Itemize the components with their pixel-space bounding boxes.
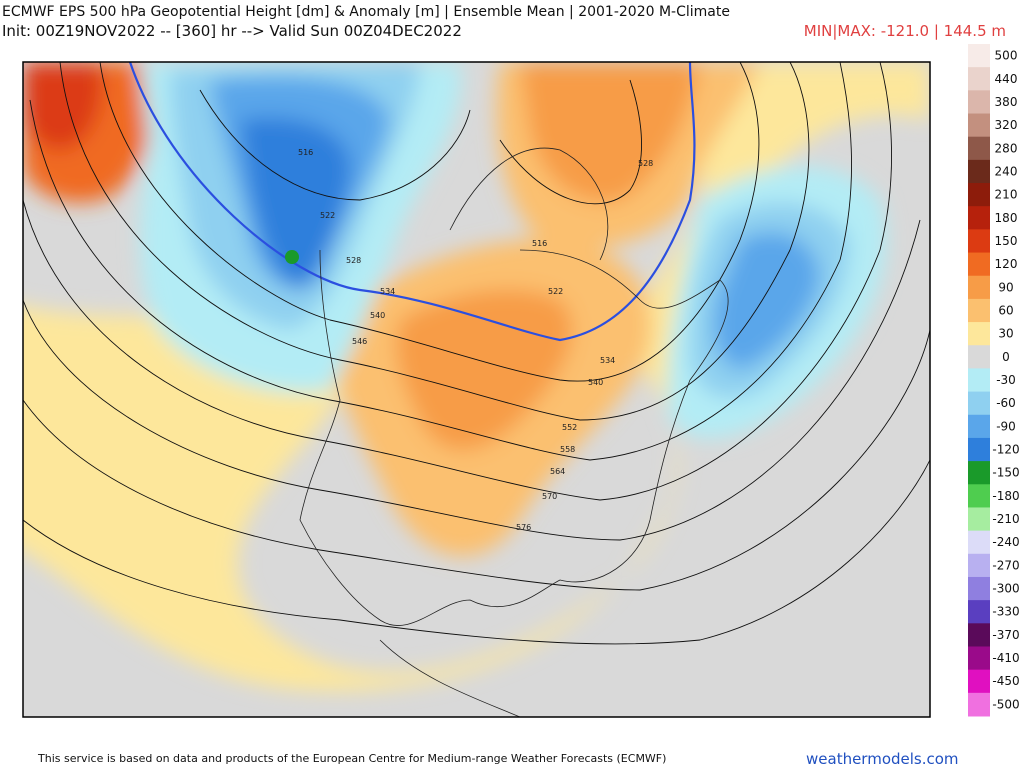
colorbar-label: 180 xyxy=(995,211,1018,225)
colorbar-label: -270 xyxy=(992,558,1019,572)
subtitle: Init: 00Z19NOV2022 -- [360] hr --> Valid… xyxy=(2,22,462,40)
colorbar-label: 500 xyxy=(995,49,1018,63)
min-max: MIN|MAX: -121.0 | 144.5 m xyxy=(803,22,1006,40)
colorbar: 500 440 380 320 280 240 210 180 150 120 90 60 30 0 -30… xyxy=(968,44,1020,717)
colorbar-swatch xyxy=(968,368,990,393)
colorbar-label: 440 xyxy=(995,72,1018,86)
colorbar-label: -150 xyxy=(992,466,1019,480)
anomaly-field: 516 522 528 534 540 546 552 558 564 570 … xyxy=(23,62,930,717)
colorbar-swatch xyxy=(968,669,990,694)
colorbar-swatch xyxy=(968,298,990,323)
contour-label: 516 xyxy=(532,239,547,248)
colorbar-swatch xyxy=(968,437,990,462)
colorbar-label: 150 xyxy=(995,234,1018,248)
contour-label: 576 xyxy=(516,523,531,532)
site-link[interactable]: weathermodels.com xyxy=(806,750,959,768)
colorbar-label: -90 xyxy=(996,419,1016,433)
colorbar-swatch xyxy=(968,600,990,624)
colorbar-label: 30 xyxy=(998,327,1013,341)
map-frame xyxy=(22,61,931,718)
colorbar-swatch xyxy=(968,229,990,254)
colorbar-label: 60 xyxy=(998,303,1013,317)
contour-label: 552 xyxy=(562,423,577,432)
colorbar-label: 240 xyxy=(995,164,1018,178)
minimum-marker xyxy=(285,250,299,264)
contour-label: 534 xyxy=(600,356,615,365)
colorbar-label: -30 xyxy=(996,373,1016,387)
colorbar-label: -450 xyxy=(992,674,1019,688)
contour-label: 534 xyxy=(380,287,395,296)
colorbar-label: -210 xyxy=(992,512,1019,526)
colorbar-label: 280 xyxy=(995,141,1018,155)
colorbar-swatch xyxy=(968,322,990,346)
colorbar-swatch xyxy=(968,113,990,138)
contour-label: 516 xyxy=(298,148,313,157)
colorbar-label: 380 xyxy=(995,95,1018,109)
colorbar-label: 90 xyxy=(998,280,1013,294)
colorbar-swatch xyxy=(968,44,990,68)
coastlines xyxy=(299,147,729,717)
colorbar-swatch xyxy=(968,183,990,207)
colorbar-swatch xyxy=(968,623,990,647)
colorbar-label: -120 xyxy=(992,443,1019,457)
colorbar-label: 0 xyxy=(1002,350,1010,364)
colorbar-swatch xyxy=(968,530,990,555)
colorbar-label: 120 xyxy=(995,257,1018,271)
colorbar-label: -370 xyxy=(992,628,1019,642)
contour-label: 540 xyxy=(370,311,385,320)
contour-label: 528 xyxy=(346,256,361,265)
colorbar-swatch xyxy=(968,345,990,369)
contour-label: 546 xyxy=(352,337,367,346)
colorbar-swatch xyxy=(968,159,990,184)
colorbar-label: -60 xyxy=(996,396,1016,410)
contour-labels: 516 522 528 534 540 546 552 558 564 570 … xyxy=(298,148,653,532)
colorbar-swatch xyxy=(968,414,990,439)
colorbar-label: -180 xyxy=(992,489,1019,503)
colorbar-swatch xyxy=(968,206,990,230)
colorbar-swatch xyxy=(968,90,990,115)
colorbar-label: -500 xyxy=(992,697,1019,711)
contour-label: 564 xyxy=(550,467,565,476)
colorbar-swatch xyxy=(968,67,990,91)
contour-label: 522 xyxy=(320,211,335,220)
colorbar-label: 210 xyxy=(995,188,1018,202)
colorbar-label: -330 xyxy=(992,605,1019,619)
contour-label: 522 xyxy=(548,287,563,296)
title: ECMWF EPS 500 hPa Geopotential Height [d… xyxy=(2,4,730,20)
colorbar-label: 320 xyxy=(995,118,1018,132)
colorbar-swatch xyxy=(968,576,990,601)
contour-label: 540 xyxy=(588,378,603,387)
contour-label: 528 xyxy=(638,159,653,168)
colorbar-swatch xyxy=(968,553,990,578)
colorbar-label: -300 xyxy=(992,582,1019,596)
colorbar-swatch xyxy=(968,692,990,717)
colorbar-swatch xyxy=(968,391,990,416)
colorbar-swatch xyxy=(968,646,990,671)
contour-label: 570 xyxy=(542,492,557,501)
colorbar-label: -410 xyxy=(992,651,1019,665)
colorbar-swatch xyxy=(968,507,990,532)
colorbar-swatch xyxy=(968,461,990,485)
colorbar-swatch xyxy=(968,252,990,277)
contour-label: 558 xyxy=(560,445,575,454)
colorbar-label: -240 xyxy=(992,535,1019,549)
height-contours xyxy=(23,62,930,645)
colorbar-swatch xyxy=(968,136,990,161)
colorbar-swatch xyxy=(968,275,990,300)
colorbar-swatch xyxy=(968,484,990,508)
credit: This service is based on data and produc… xyxy=(38,752,667,765)
